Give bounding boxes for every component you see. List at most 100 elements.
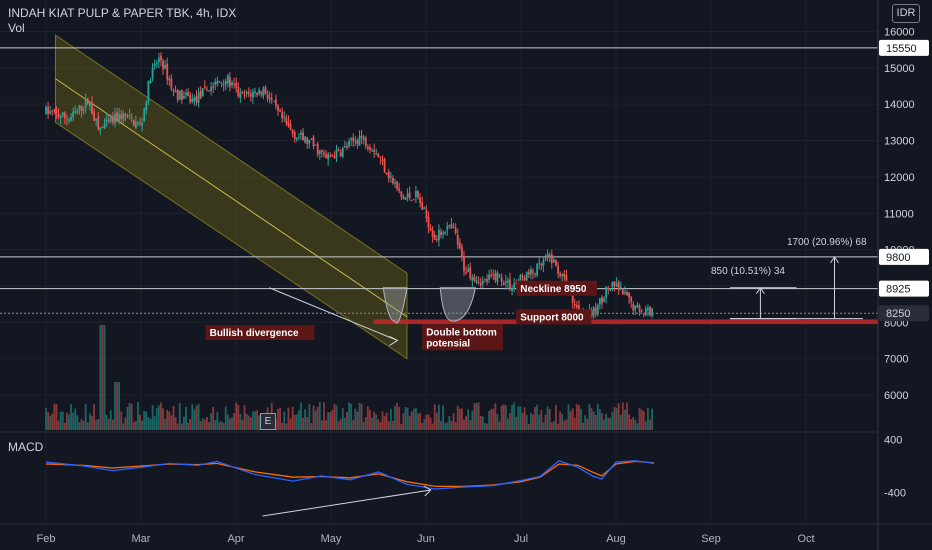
- volume-bar: [308, 403, 311, 430]
- volume-bar: [235, 402, 238, 430]
- candle-body: [446, 226, 449, 231]
- candlesticks: [45, 52, 653, 323]
- candle-body: [68, 119, 70, 122]
- candle-body: [212, 86, 215, 88]
- volume-bar: [517, 406, 520, 430]
- volume-bar: [578, 404, 580, 430]
- y-tick-label: 16000: [884, 27, 915, 39]
- candle-body: [241, 91, 244, 93]
- support-label-box: [516, 309, 592, 325]
- support-zone: [373, 319, 878, 325]
- candle-body: [387, 172, 390, 179]
- volume-bar: [632, 417, 635, 430]
- volume-bar: [364, 417, 367, 430]
- candle-body: [381, 159, 384, 161]
- candle-body: [57, 113, 60, 118]
- candle-body: [162, 60, 164, 70]
- candle-body: [82, 109, 85, 111]
- volume-bar: [561, 414, 564, 430]
- volume-bar: [208, 421, 210, 430]
- volume-bar: [586, 418, 589, 430]
- candle-body: [189, 95, 192, 103]
- volume-bar: [99, 325, 102, 430]
- volume-bar: [529, 413, 532, 430]
- volume-bar: [621, 402, 624, 430]
- candle-body: [358, 136, 361, 146]
- candle-body: [172, 89, 175, 91]
- earnings-event-marker[interactable]: E: [260, 413, 276, 430]
- candle-body: [519, 274, 522, 281]
- price-line-tag-text: 8250: [886, 308, 910, 320]
- volume-bar: [66, 412, 68, 430]
- volume-bar: [450, 421, 453, 430]
- candle-body: [99, 127, 102, 131]
- candle-body: [199, 90, 202, 99]
- volume-bar: [550, 422, 553, 430]
- candle-body: [465, 271, 467, 274]
- candle-body: [291, 129, 294, 134]
- candle-body: [559, 273, 562, 277]
- candle-body: [423, 207, 426, 210]
- price-arrow-head: [389, 336, 399, 346]
- volume-bar: [642, 410, 645, 430]
- volume-bar: [122, 423, 125, 430]
- volume-bar: [419, 412, 422, 430]
- volume-bar: [237, 404, 240, 430]
- candle-body: [438, 229, 440, 241]
- candle-body: [45, 106, 47, 114]
- volume-bar: [415, 407, 417, 430]
- volume-bar: [463, 419, 465, 430]
- volume-bar: [613, 406, 616, 430]
- volume-bar: [51, 413, 54, 430]
- volume-bar: [277, 408, 279, 430]
- volume-bar: [157, 405, 160, 430]
- volume-bar: [162, 408, 164, 430]
- volume-bar: [552, 421, 555, 430]
- candle-body: [433, 234, 436, 240]
- candle-body: [61, 112, 64, 116]
- candle-body: [454, 227, 457, 234]
- candle-body: [216, 80, 219, 85]
- volume-bar: [84, 404, 87, 430]
- volume-bar: [567, 404, 570, 430]
- volume-bar: [53, 403, 56, 430]
- candle-body: [49, 111, 52, 114]
- currency-badge[interactable]: IDR: [892, 4, 920, 23]
- candle-body: [318, 150, 321, 154]
- candle-body: [617, 281, 620, 290]
- volume-bar: [421, 423, 424, 430]
- candle-body: [285, 118, 288, 124]
- double-bottom-label-text: Double bottom: [426, 327, 497, 338]
- candle-body: [486, 278, 488, 282]
- volume-bar: [465, 416, 467, 430]
- candle-body: [72, 111, 75, 118]
- volume-bar: [400, 423, 403, 430]
- candle-body: [513, 283, 516, 289]
- candle-body: [316, 143, 319, 155]
- volume-bar: [141, 420, 144, 430]
- volume-bar: [628, 414, 631, 430]
- volume-bar: [187, 423, 190, 430]
- volume-bar: [203, 419, 206, 430]
- candle-body: [118, 113, 121, 122]
- volume-bar: [86, 422, 89, 430]
- candle-body: [421, 202, 424, 210]
- macd-tick-label: -400: [884, 487, 906, 499]
- volume-bar: [243, 405, 246, 430]
- volume-bar: [362, 422, 365, 430]
- candle-body: [327, 154, 330, 160]
- volume-bar: [49, 415, 52, 430]
- volume-bar: [525, 415, 528, 430]
- volume-bar: [137, 402, 139, 430]
- volume-bar: [644, 421, 647, 430]
- volume-label: Vol: [8, 21, 25, 35]
- candle-body: [590, 309, 593, 319]
- candle-body: [105, 119, 108, 123]
- volume-bar: [375, 414, 378, 430]
- candle-body: [107, 120, 110, 122]
- candle-body: [155, 63, 158, 65]
- volume-bar: [500, 405, 503, 430]
- volume-bar: [404, 407, 407, 430]
